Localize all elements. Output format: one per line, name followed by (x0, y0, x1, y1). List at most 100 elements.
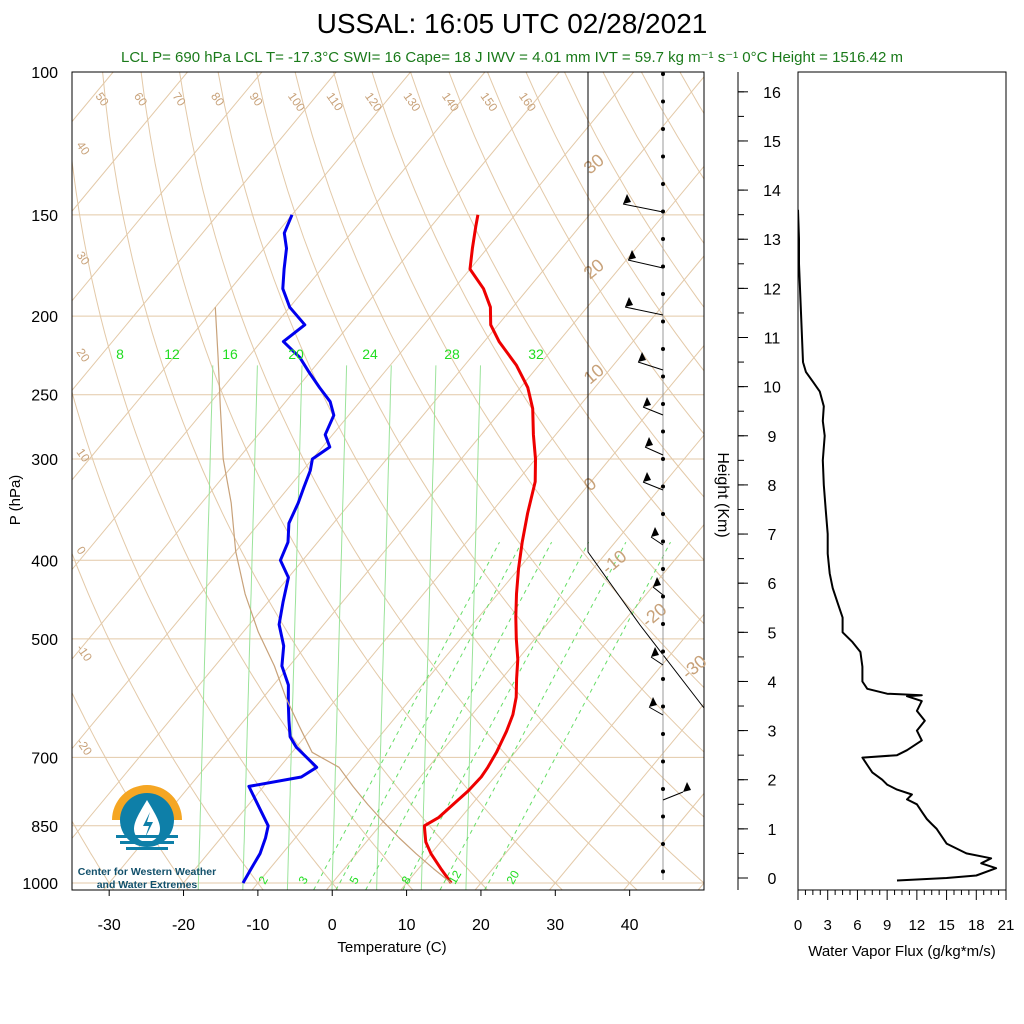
temperature-tick-label: 20 (472, 917, 490, 934)
pressure-tick-label: 200 (31, 309, 58, 326)
logo-line2: and Water Extremes (97, 879, 198, 891)
mixing-ratio-label: 3 (295, 873, 311, 886)
theta-e-label: 24 (362, 346, 378, 362)
wind-barb-flag (645, 437, 653, 447)
side-label-left: 30 (74, 249, 93, 268)
chart-subtitle: LCL P= 690 hPa LCL T= -17.3°C SWI= 16 Ca… (121, 49, 903, 66)
skew-t-grid (72, 72, 1024, 890)
side-label-right: -20 (638, 599, 671, 631)
wind-barb (648, 706, 664, 716)
wind-barb-flag (649, 697, 657, 707)
wind-barb-dot (661, 787, 665, 791)
flux-y-axis-label: Height (Km) (714, 452, 731, 537)
height-tick-label: 4 (768, 674, 777, 691)
temperature-tick-label: -30 (98, 917, 121, 934)
height-tick-label: 0 (768, 871, 777, 888)
side-label-left: -10 (74, 642, 96, 665)
dry-adiabat-line (371, 72, 704, 625)
wind-barb (652, 586, 664, 596)
dewpoint-line (241, 214, 336, 884)
wind-barb-flag (638, 352, 646, 362)
wind-barb-flag (625, 297, 633, 307)
mixing-ratio-label: 2 (255, 873, 271, 886)
theta-label: 150 (478, 90, 501, 115)
isotherm-line (251, 344, 704, 890)
flux-frame (797, 71, 1007, 891)
skew-y-axis-label: P (hPa) (7, 475, 24, 526)
wind-barb (642, 406, 664, 416)
height-tick-label: 1 (768, 822, 777, 839)
wind-barb (662, 791, 684, 801)
side-label-right: -30 (678, 651, 711, 683)
dry-adiabat-line (564, 72, 704, 309)
mixing-ratio-label: 8 (398, 873, 414, 886)
side-label-left: -20 (74, 736, 96, 759)
side-label-left: 20 (74, 346, 93, 365)
theta-e-line (197, 365, 214, 890)
wind-barb-flag (643, 397, 651, 407)
flux-tick-label: 21 (998, 917, 1015, 934)
mixing-ratio-line (439, 541, 627, 890)
height-tick-label: 12 (763, 281, 781, 298)
wind-barb-dot (661, 539, 665, 544)
wind-barb-dot (661, 319, 665, 324)
wind-barb-dot (661, 429, 665, 434)
isotherm-line (72, 72, 337, 392)
height-tick-label: 5 (768, 625, 777, 642)
wind-barb (624, 306, 664, 316)
side-label-left: 10 (74, 446, 93, 465)
dry-adiabat-line (140, 72, 563, 890)
dry-adiabat-line (410, 72, 704, 562)
pressure-tick-label: 150 (31, 208, 58, 225)
wind-barb-dot (661, 484, 665, 489)
mixing-ratio-line (313, 541, 500, 890)
skew-t-frame (71, 71, 705, 891)
height-tick-label: 3 (768, 724, 777, 741)
pressure-tick-label: 100 (31, 65, 58, 82)
water-drop-icon (112, 785, 182, 850)
skew-x-axis-label: Temperature (C) (337, 939, 446, 956)
isotherm-line (326, 434, 704, 890)
cw3e-logo: Center for Western Weather and Water Ext… (78, 785, 216, 891)
wind-barb (622, 203, 664, 213)
wind-barb-dot (661, 99, 665, 104)
dry-adiabat-line (757, 72, 1024, 890)
theta-label: 130 (401, 90, 424, 115)
temperature-tick-label: 10 (398, 917, 416, 934)
flux-tick-label: 18 (968, 917, 985, 934)
flux-tick-label: 9 (883, 917, 891, 934)
mixing-ratio-line (365, 541, 553, 890)
chart-title: USSAL: 16:05 UTC 02/28/2021 (316, 8, 708, 39)
theta-e-line (376, 365, 392, 890)
temperature-tick-label: -20 (172, 917, 195, 934)
wind-barb-dot (661, 72, 665, 76)
theta-e-line (286, 365, 303, 890)
side-label-right: 20 (580, 255, 608, 283)
isotherm-line (72, 72, 486, 571)
mixing-ratio-label: 5 (346, 873, 362, 886)
wind-barb-dot (661, 677, 665, 681)
theta-e-line (331, 365, 348, 890)
logo-line1: Center for Western Weather (78, 866, 216, 878)
height-tick-label: 9 (768, 429, 777, 446)
dry-adiabat-line (795, 72, 1024, 890)
mixing-ratio-label: 12 (445, 868, 464, 887)
wind-barb-dot (661, 512, 665, 516)
side-label-left: 40 (74, 139, 93, 158)
dry-adiabat-line (179, 72, 638, 890)
wind-barb (627, 259, 664, 269)
isotherm-line (400, 523, 704, 890)
height-tick-label: 13 (763, 232, 781, 249)
wind-barb-dot (661, 402, 665, 406)
theta-label: 120 (362, 90, 385, 115)
wind-barb-dot (661, 292, 665, 296)
isotherm-line (697, 882, 704, 890)
dry-adiabat-line (72, 820, 115, 890)
wind-barb-dot (661, 732, 665, 736)
dry-adiabat-line (487, 72, 704, 435)
isotherm-line (72, 72, 411, 481)
isotherm-line (72, 72, 188, 212)
height-tick-label: 15 (763, 134, 781, 151)
dry-adiabat-line (333, 72, 704, 689)
theta-e-line (465, 365, 481, 890)
